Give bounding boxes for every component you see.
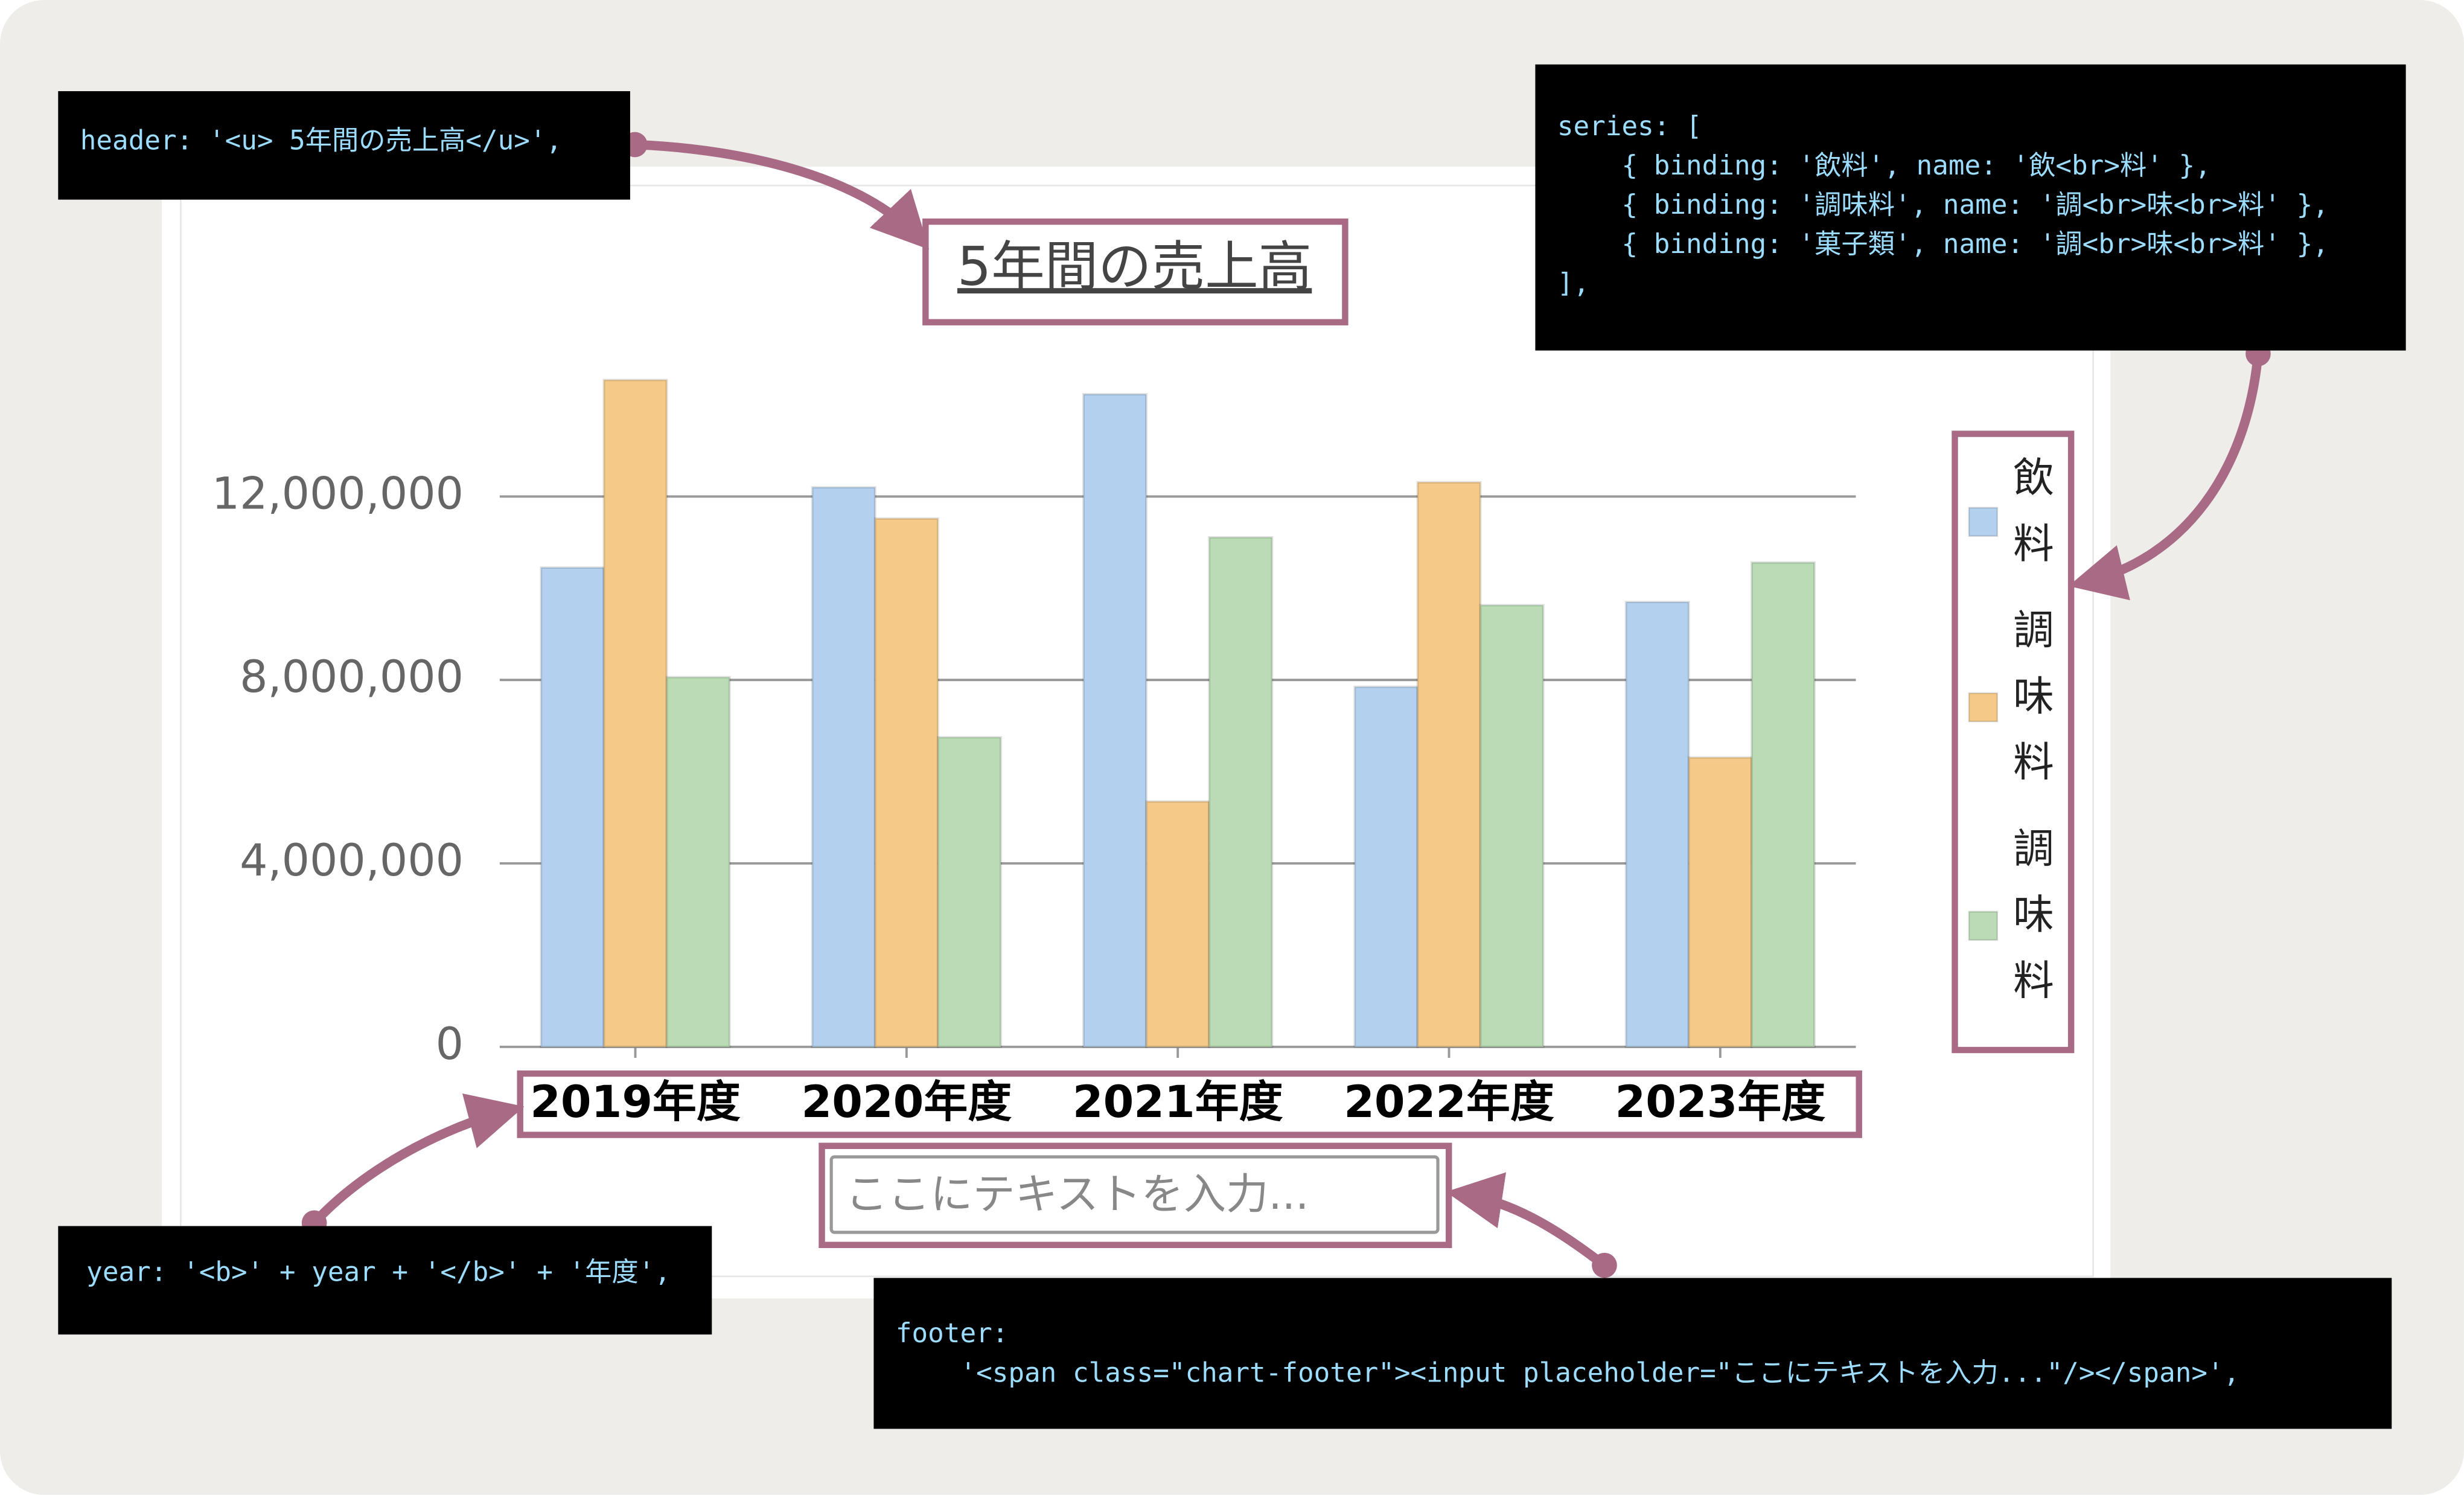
code-header: header: '<u> 5年間の売上高</u>', [58, 91, 630, 200]
legend-swatch [1968, 911, 1999, 941]
bar [1416, 481, 1482, 1048]
bar [665, 676, 731, 1048]
code-line: series: [ [1557, 111, 1702, 143]
bar [1750, 561, 1816, 1048]
x-tick-label: 2021年度 [1073, 1077, 1283, 1128]
x-tick-label: 2020年度 [802, 1077, 1012, 1128]
y-tick-label: 4,000,000 [240, 835, 464, 886]
legend-label: 調味料 [2006, 827, 2054, 1025]
bar [1687, 756, 1753, 1048]
bar [873, 517, 939, 1048]
card-border [180, 184, 2094, 1278]
bar [540, 566, 605, 1048]
code-line: { binding: '菓子類', name: '調<br>味<br>料' }, [1557, 229, 2329, 261]
code-line: '<span class="chart-footer"><input place… [895, 1358, 2240, 1390]
code-line: { binding: '飲料', name: '飲<br>料' }, [1557, 150, 2211, 182]
code-line: ], [1557, 269, 1590, 301]
y-tick-label: 0 [436, 1019, 464, 1070]
bar [602, 379, 668, 1048]
code-series: series: [ { binding: '飲料', name: '飲<br>料… [1535, 64, 2406, 351]
code-line: footer: [895, 1319, 1009, 1351]
x-tick-label: 2022年度 [1344, 1077, 1554, 1128]
arrows [310, 139, 2263, 1269]
legend-swatch [1968, 692, 1999, 723]
code-line: header: '<u> 5年間の売上高</u>', [80, 126, 563, 158]
bar [1353, 685, 1419, 1048]
chart-title: 5年間の売上高 [957, 235, 1312, 298]
y-tick-label: 12,000,000 [212, 468, 464, 519]
bar [1479, 604, 1545, 1048]
x-tick-label: 2019年度 [530, 1077, 741, 1128]
x-tick-label: 2023年度 [1615, 1077, 1826, 1128]
code-footer: footer: '<span class="chart-footer"><inp… [873, 1278, 2392, 1429]
y-tick-label: 8,000,000 [240, 651, 464, 703]
code-year: year: '<b>' + year + '</b>' + '年度', [58, 1226, 712, 1335]
code-line: year: '<b>' + year + '</b>' + '年度', [86, 1257, 671, 1289]
bar [936, 736, 1002, 1048]
legend-swatch [1968, 507, 1999, 537]
footer-input[interactable] [829, 1155, 1440, 1234]
code-line: { binding: '調味料', name: '調<br>味<br>料' }, [1557, 190, 2329, 222]
legend-label: 調味料 [2006, 608, 2054, 806]
bar [1624, 601, 1690, 1048]
bar [1082, 392, 1148, 1048]
bar [1145, 800, 1211, 1048]
bar [1208, 536, 1274, 1048]
bar [811, 486, 876, 1048]
legend-label: 飲料 [2006, 456, 2054, 588]
